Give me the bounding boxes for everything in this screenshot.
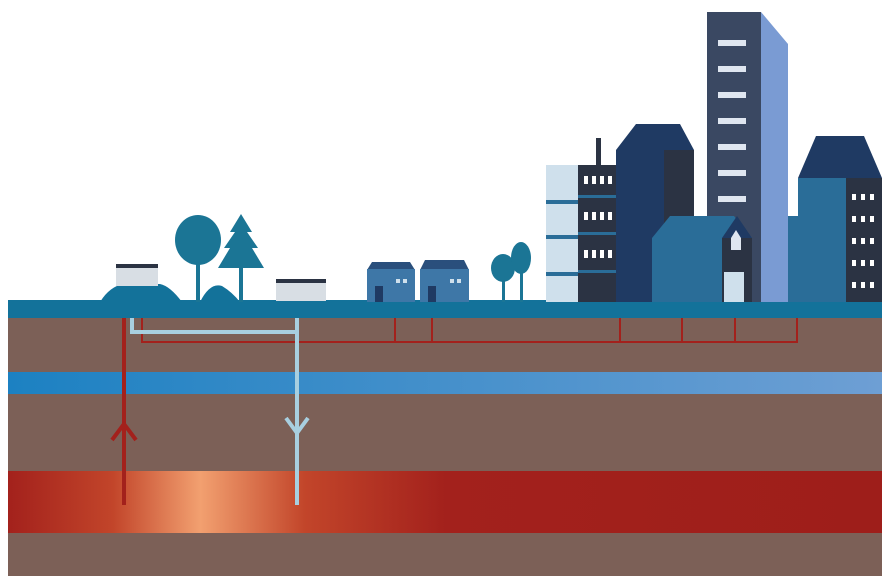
injection-well-icon — [276, 279, 326, 301]
house-icon — [420, 260, 469, 302]
tree-icon — [491, 254, 515, 302]
soil-lower — [8, 533, 882, 576]
apartment-building-icon — [788, 136, 882, 302]
house-icon — [367, 262, 415, 302]
tree-icon — [511, 242, 531, 302]
house-icon — [652, 216, 752, 302]
ground-surface — [8, 300, 882, 318]
arrow-up-icon — [110, 420, 138, 442]
soil-middle — [8, 394, 882, 471]
cold-return-pipe — [130, 318, 297, 334]
production-well-icon — [100, 264, 240, 302]
apartment-building-icon — [546, 165, 582, 302]
aquifer-layer — [8, 372, 882, 394]
hot-rock-layer — [8, 471, 882, 533]
underground — [8, 318, 882, 576]
production-well — [110, 284, 138, 505]
apartment-building-icon — [578, 138, 618, 302]
tree-icon — [175, 215, 221, 302]
injection-well — [284, 300, 310, 505]
arrow-down-icon — [284, 416, 310, 437]
tree-icon — [218, 214, 264, 302]
soil-upper — [8, 318, 882, 372]
